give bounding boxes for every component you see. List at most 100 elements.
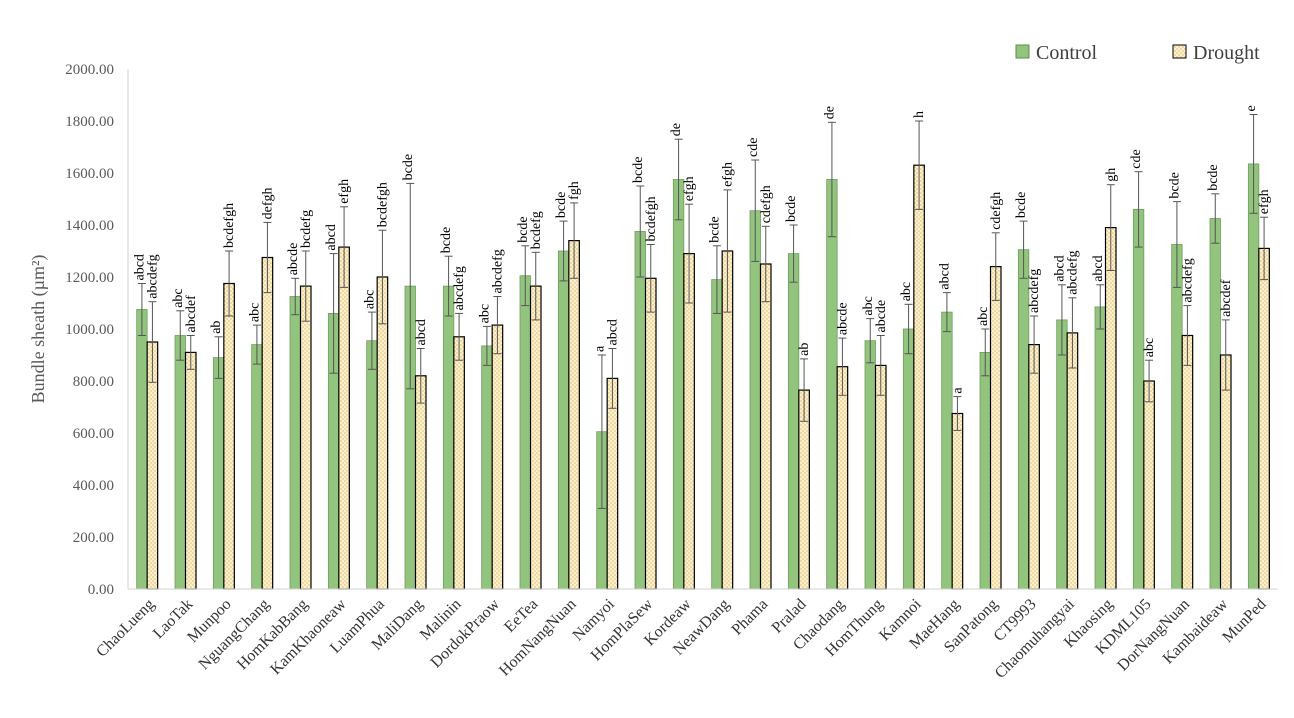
bar-drought xyxy=(1028,344,1040,590)
significance-label-drought: abcde xyxy=(874,300,889,333)
significance-label-control: abc xyxy=(362,290,377,309)
significance-label-drought: bcdefgh xyxy=(222,203,237,248)
bar-control xyxy=(481,345,493,590)
bar-drought xyxy=(989,266,1002,590)
significance-label-control: ab xyxy=(209,321,224,334)
bar-control xyxy=(826,179,838,590)
bar-control xyxy=(1094,306,1106,590)
significance-label-control: abcd xyxy=(1052,255,1067,281)
bar-drought xyxy=(414,375,427,590)
significance-label-control: de xyxy=(822,106,837,119)
significance-label-drought: cdefgh xyxy=(759,185,774,223)
significance-label-drought: fgh xyxy=(567,181,582,200)
bar-control xyxy=(366,340,378,590)
significance-label-drought: bcdefgh xyxy=(644,196,659,241)
bar-drought xyxy=(1066,332,1079,590)
legend-label-control: Control xyxy=(1036,42,1098,64)
bar-drought xyxy=(683,253,695,590)
bar-control xyxy=(289,296,301,590)
y-tick-label: 600.00 xyxy=(73,426,114,442)
y-tick-label: 1200.00 xyxy=(65,270,114,286)
significance-label-drought: abcdefg xyxy=(490,249,505,293)
significance-label-control: abc xyxy=(861,296,876,315)
bar-drought xyxy=(299,285,312,590)
y-tick-label: 1000.00 xyxy=(65,322,114,338)
legend-label-drought: Drought xyxy=(1193,42,1260,64)
y-tick-label: 0.00 xyxy=(88,582,114,598)
significance-label-control: de xyxy=(669,123,684,136)
significance-label-control: abc xyxy=(477,304,492,323)
bar-drought xyxy=(836,366,849,590)
bar-control xyxy=(519,275,531,590)
bar-drought xyxy=(338,246,350,590)
significance-label-drought: abcd xyxy=(605,319,620,345)
significance-label-drought: abcdef xyxy=(184,295,199,333)
bar-control xyxy=(136,309,148,590)
y-tick-label: 200.00 xyxy=(73,530,114,546)
bar-drought xyxy=(644,277,657,590)
y-tick-label: 800.00 xyxy=(73,374,114,390)
y-tick-label: 1600.00 xyxy=(65,166,114,182)
bar-drought xyxy=(951,412,964,590)
bar-control xyxy=(672,179,685,590)
bar-control xyxy=(174,335,186,590)
significance-label-control: bcde xyxy=(1014,192,1029,218)
bar-drought xyxy=(568,240,580,590)
y-tick-label: 400.00 xyxy=(73,478,114,494)
x-tick-label: Phama xyxy=(729,596,772,639)
bar-drought xyxy=(184,351,197,590)
significance-label-drought: abcdefg xyxy=(1027,269,1042,313)
bar-drought xyxy=(529,285,542,590)
significance-label-drought: abc xyxy=(1142,338,1157,357)
significance-label-control: abc xyxy=(171,288,186,307)
significance-label-control: abc xyxy=(899,282,914,301)
significance-label-control: bcde xyxy=(631,157,646,183)
significance-label-control: e xyxy=(1244,105,1259,111)
bar-drought xyxy=(874,364,887,590)
bar-control xyxy=(864,340,876,590)
y-tick-label: 1400.00 xyxy=(65,218,114,234)
significance-label-drought: bcdefgh xyxy=(375,182,390,227)
significance-label-control: bcde xyxy=(401,154,416,180)
significance-label-drought: ab xyxy=(797,343,812,356)
significance-label-control: abcde xyxy=(286,243,301,276)
significance-label-drought: abcd xyxy=(414,319,429,345)
significance-label-drought: efgh xyxy=(337,179,352,204)
y-axis-ticks: 0.00 200.00 400.00 600.00 800.00 1000.00 1200.… xyxy=(65,62,114,598)
bar-control xyxy=(634,231,646,590)
significance-label-control: bcde xyxy=(784,196,799,222)
significance-label-drought: gh xyxy=(1104,168,1119,182)
significance-label-drought: abcdefg xyxy=(145,254,160,298)
significance-label-control: bcde xyxy=(439,227,454,253)
bar-control xyxy=(1247,163,1260,590)
bar-drought xyxy=(223,282,235,590)
significance-label-control: bcde xyxy=(1206,164,1221,190)
significance-label-drought: efgh xyxy=(682,176,697,201)
x-axis-labels: ChaoLuengLaoTakMunpooNguangChangHomKabBa… xyxy=(93,595,1269,682)
bar-control xyxy=(557,250,570,590)
significance-label-control: bcde xyxy=(707,216,722,242)
significance-label-control: cde xyxy=(1129,149,1144,168)
bar-drought xyxy=(1181,334,1194,590)
legend-swatch-drought xyxy=(1172,44,1187,59)
significance-label-control: abcd xyxy=(937,263,952,289)
significance-label-control: abcd xyxy=(1091,255,1106,281)
y-axis-title: Bundle sheath (µm²) xyxy=(28,255,49,404)
significance-label-drought: efgh xyxy=(720,162,735,187)
significance-label-control: cde xyxy=(746,138,761,157)
bar-control xyxy=(442,285,455,590)
bar-control xyxy=(711,279,723,590)
bar-drought xyxy=(1104,227,1117,590)
significance-label-drought: efgh xyxy=(1257,189,1272,214)
legend-swatch-control xyxy=(1015,44,1030,59)
bar-control xyxy=(1209,218,1221,590)
bar-control xyxy=(212,357,225,590)
significance-label-control: a xyxy=(592,345,607,352)
significance-label-control: bcde xyxy=(554,192,569,218)
significance-label-drought: abcdefg xyxy=(1065,250,1080,294)
bar-drought xyxy=(491,324,504,590)
significance-label-control: bcde xyxy=(1167,172,1182,198)
bar-control xyxy=(1056,319,1068,590)
bar-control xyxy=(749,210,761,590)
